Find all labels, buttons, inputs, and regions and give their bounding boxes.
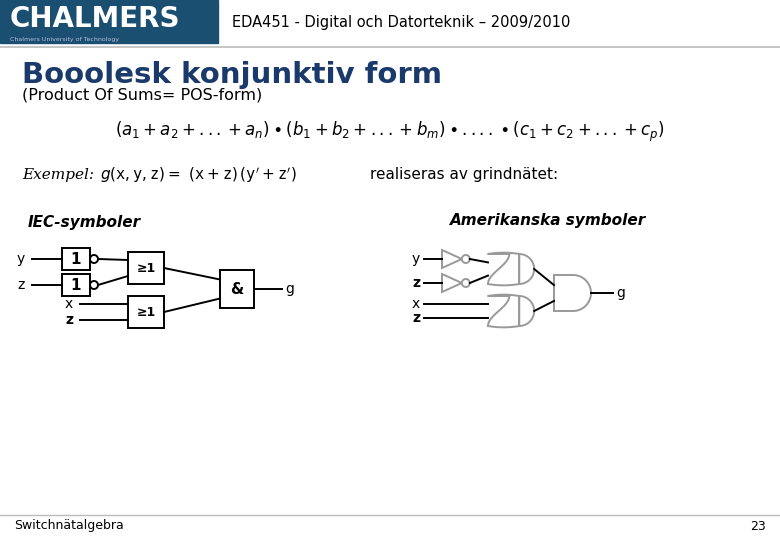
Text: 1: 1 xyxy=(71,278,81,293)
Text: ≥1: ≥1 xyxy=(136,261,156,274)
Text: Switchnätalgebra: Switchnätalgebra xyxy=(14,519,124,532)
Text: Amerikanska symboler: Amerikanska symboler xyxy=(450,213,647,227)
Bar xyxy=(220,270,254,308)
Text: realiseras av grindnätet:: realiseras av grindnätet: xyxy=(370,167,558,183)
Text: 1: 1 xyxy=(71,252,81,267)
Text: z: z xyxy=(412,276,420,290)
Bar xyxy=(62,274,90,296)
Text: x: x xyxy=(65,297,73,311)
Text: $(a_1+a_2+...+a_n)\bullet(b_1+b_2+...+b_m)\bullet....\bullet(c_1+c_2+...+c_p)$: $(a_1+a_2+...+a_n)\bullet(b_1+b_2+...+b_… xyxy=(115,120,665,144)
Text: CHALMERS: CHALMERS xyxy=(10,5,180,33)
Bar xyxy=(0,0,218,43)
Text: ≥1: ≥1 xyxy=(136,306,156,319)
Text: (Product Of Sums= POS-form): (Product Of Sums= POS-form) xyxy=(22,87,262,103)
Text: g: g xyxy=(285,282,294,296)
Text: y: y xyxy=(16,252,25,266)
Text: z: z xyxy=(65,313,73,327)
Text: Booolesk konjunktiv form: Booolesk konjunktiv form xyxy=(22,61,442,89)
Text: z: z xyxy=(412,310,420,325)
Text: g: g xyxy=(616,286,625,300)
Text: Exempel:: Exempel: xyxy=(22,168,94,182)
Text: 23: 23 xyxy=(750,519,766,532)
Text: &: & xyxy=(230,281,243,296)
Bar xyxy=(62,248,90,270)
Text: x: x xyxy=(412,298,420,312)
Bar xyxy=(128,296,164,328)
Text: y: y xyxy=(412,252,420,266)
Bar xyxy=(128,252,164,284)
Text: IEC-symboler: IEC-symboler xyxy=(28,214,141,230)
Text: $g(\mathtt{x},\mathtt{y},\mathtt{z})= \ (\mathtt{x}+\mathtt{z})\,(\mathtt{y}^{\p: $g(\mathtt{x},\mathtt{y},\mathtt{z})= \ … xyxy=(100,165,296,185)
Text: Chalmers University of Technology: Chalmers University of Technology xyxy=(10,37,119,43)
Text: z: z xyxy=(18,278,25,292)
Text: EDA451 - Digital och Datorteknik – 2009/2010: EDA451 - Digital och Datorteknik – 2009/… xyxy=(232,15,570,30)
